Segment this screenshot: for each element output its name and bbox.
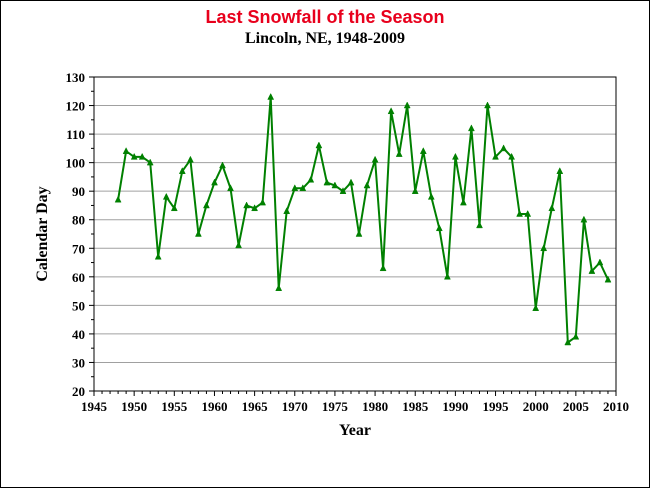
data-point-marker: [122, 147, 130, 154]
data-point-marker: [492, 152, 499, 160]
data-point-marker: [291, 184, 299, 192]
y-tick-label: 120: [66, 99, 86, 114]
data-point-marker: [307, 175, 315, 183]
x-tick-label: 1985: [402, 399, 429, 414]
x-tick-label: 1990: [442, 399, 468, 414]
data-point-marker: [395, 150, 403, 157]
data-point-marker: [556, 167, 564, 174]
x-tick-label: 1960: [201, 399, 227, 414]
y-tick-label: 20: [72, 384, 85, 399]
data-point-marker: [235, 241, 243, 249]
data-point-marker: [371, 155, 379, 163]
x-tick-label: 1995: [483, 399, 510, 414]
x-tick-label: 1980: [362, 399, 388, 414]
data-point-marker: [178, 167, 186, 174]
data-point-marker: [387, 107, 395, 115]
data-point-marker: [347, 178, 355, 186]
data-point-marker: [451, 152, 459, 160]
data-point-marker: [604, 275, 612, 283]
data-point-marker: [516, 209, 524, 217]
data-point-marker: [211, 178, 218, 186]
data-point-marker: [138, 152, 146, 160]
data-point-marker: [588, 267, 596, 274]
data-point-marker: [532, 304, 540, 311]
data-point-marker: [186, 155, 194, 163]
data-point-marker: [162, 192, 170, 200]
x-tick-label: 1965: [242, 399, 269, 414]
data-point-marker: [243, 201, 251, 209]
data-point-marker: [459, 198, 467, 206]
data-point-marker: [355, 229, 363, 237]
data-point-marker: [411, 187, 419, 194]
gridlines: [94, 105, 616, 363]
data-point-marker: [283, 207, 291, 214]
data-point-marker: [259, 198, 267, 206]
data-point-marker: [339, 187, 347, 194]
x-axis-label: Year: [339, 422, 371, 439]
data-point-marker: [114, 195, 122, 203]
y-tick-label: 30: [72, 355, 85, 370]
data-point-marker: [267, 92, 275, 100]
x-tick-label: 1945: [81, 399, 108, 414]
data-point-marker: [331, 181, 339, 189]
data-point-marker: [548, 204, 556, 212]
data-point-marker: [443, 272, 451, 280]
y-tick-label: 100: [66, 156, 86, 171]
data-point-marker: [379, 264, 387, 272]
data-point-marker: [202, 201, 210, 209]
y-tick-label: 40: [72, 327, 85, 342]
y-axis-label: Calendar Day: [34, 186, 51, 281]
x-tick-label: 1970: [282, 399, 308, 414]
data-point-marker: [419, 147, 427, 154]
x-tick-label: 2005: [563, 399, 590, 414]
plot-area: [93, 76, 617, 392]
data-point-marker: [363, 181, 371, 189]
data-point-marker: [500, 144, 508, 152]
y-tick-label: 90: [72, 184, 85, 199]
data-point-marker: [427, 192, 435, 200]
series-line: [114, 92, 612, 346]
data-point-marker: [508, 152, 516, 160]
data-point-marker: [227, 184, 234, 192]
data-point-marker: [323, 178, 331, 186]
data-point-marker: [299, 184, 307, 192]
data-point-marker: [170, 204, 178, 212]
chart-title: Last Snowfall of the Season: [205, 7, 445, 27]
y-tick-label: 60: [72, 270, 85, 285]
data-point-marker: [130, 152, 138, 160]
y-tick-label: 50: [72, 298, 85, 313]
x-tick-label: 1975: [322, 399, 349, 414]
axis-ticks: 20 30 40 50 60 70 80 90 100 110 120 130 1945 1950 1955…: [66, 70, 630, 414]
data-point-marker: [435, 224, 443, 232]
data-point-marker: [564, 338, 572, 346]
data-point-marker: [580, 215, 588, 223]
data-point-marker: [403, 101, 411, 109]
data-point-marker: [146, 158, 154, 166]
data-point-marker: [476, 221, 483, 229]
data-point-marker: [467, 124, 475, 132]
y-tick-label: 70: [72, 241, 85, 256]
data-point-marker: [275, 284, 283, 291]
chart-subtitle: Lincoln, NE, 1948-2009: [244, 30, 405, 47]
data-point-marker: [524, 209, 532, 217]
data-point-marker: [540, 244, 548, 252]
data-point-marker: [194, 229, 202, 237]
y-tick-label: 80: [72, 213, 85, 228]
data-point-marker: [219, 161, 226, 169]
data-point-marker: [315, 141, 323, 149]
y-tick-label: 130: [66, 70, 86, 85]
data-point-marker: [596, 258, 604, 266]
data-point-marker: [154, 252, 162, 260]
data-point-marker: [572, 332, 580, 340]
x-tick-label: 1950: [121, 399, 147, 414]
x-tick-label: 1955: [161, 399, 188, 414]
y-tick-label: 110: [66, 127, 85, 142]
x-tick-label: 2000: [523, 399, 549, 414]
x-tick-label: 2010: [603, 399, 629, 414]
data-point-marker: [251, 204, 259, 212]
data-point-marker: [484, 101, 491, 109]
